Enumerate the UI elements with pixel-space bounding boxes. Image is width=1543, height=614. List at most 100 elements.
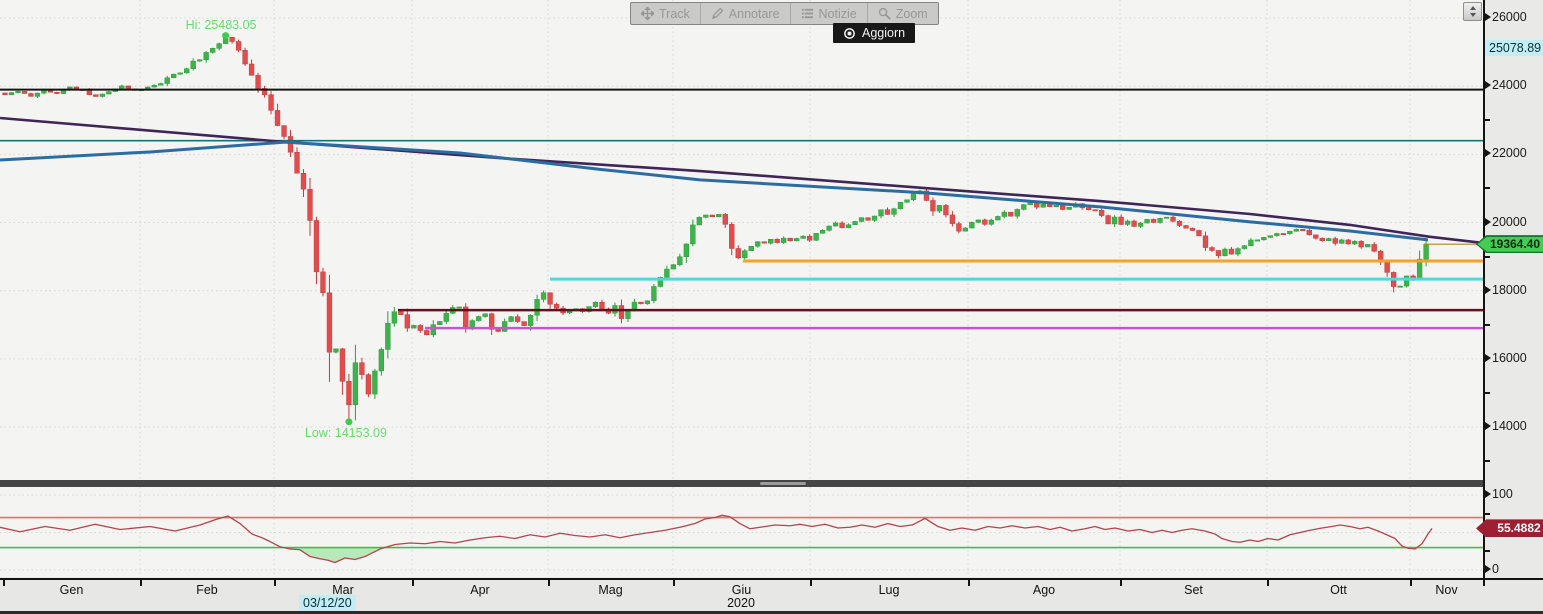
refresh-button[interactable]: Aggiorn (833, 23, 916, 43)
candle-body (936, 205, 943, 212)
month-tick (968, 580, 970, 586)
window-bottom-edge (0, 611, 1543, 614)
axis-tick-label: 24000 (1485, 78, 1527, 92)
time-axis[interactable]: Gen Feb Mar Apr Mag Giu Lug Ago Set Ott Nov (0, 578, 1543, 614)
candle-body (819, 230, 826, 234)
candle-body (1352, 241, 1358, 245)
candle-body (755, 241, 761, 247)
refresh-icon (843, 27, 856, 40)
panel-divider (0, 480, 1483, 487)
candle-body (430, 324, 436, 336)
track-button[interactable]: Track (631, 3, 701, 24)
candle-body (1189, 227, 1196, 231)
month-label: Feb (196, 583, 218, 597)
candle-body (871, 215, 878, 221)
price-axis[interactable]: 26000 24000 22000 20000 18000 16000 14000 100 0 (1483, 0, 1543, 578)
candle-body (456, 306, 462, 309)
candle-body (1274, 233, 1280, 236)
candle-body (1358, 241, 1364, 248)
candle-body (781, 237, 787, 243)
month-tick (1120, 580, 1122, 586)
candle-body (1365, 244, 1371, 248)
hi-annotation: Hi: 25483.05 (185, 17, 257, 32)
month-label: Set (1184, 583, 1203, 597)
month-label: Apr (470, 583, 490, 597)
candle-body (184, 68, 190, 74)
candle-body (553, 303, 560, 309)
axis-tick-label: 16000 (1485, 351, 1527, 365)
candle-body (106, 91, 112, 95)
month-tick (1267, 580, 1269, 586)
divider-drag-handle[interactable] (760, 482, 806, 485)
candle-body (1163, 216, 1170, 219)
candle-body (476, 316, 482, 321)
minor-tick (1485, 550, 1490, 553)
candle-body (774, 239, 780, 243)
candle-body (1105, 215, 1111, 225)
candle-body (1235, 248, 1241, 255)
candle-body (372, 370, 378, 395)
candle-body (1306, 229, 1312, 236)
candle-body (527, 315, 534, 326)
candle-body (599, 301, 605, 310)
candle-body (1196, 230, 1202, 237)
candle-body (806, 235, 813, 241)
candle-body (826, 225, 832, 231)
candle-body (1157, 218, 1163, 223)
candle-body (229, 36, 235, 42)
candle-body (151, 84, 157, 88)
rsi-value-tag: 55.4882 (1476, 519, 1543, 538)
candle-body (60, 89, 67, 94)
candle-body (1111, 216, 1118, 225)
candle-body (443, 313, 449, 322)
candle-body (670, 264, 677, 270)
candle-body (378, 349, 385, 372)
candle-body (1118, 216, 1124, 225)
candle-body (1021, 204, 1027, 210)
candle-body (768, 239, 774, 244)
low-marker (345, 418, 353, 426)
candle-body (398, 311, 404, 315)
candle-body (197, 59, 203, 62)
price-panel[interactable] (0, 0, 1483, 480)
candle-body (521, 321, 527, 326)
candle-body (1345, 239, 1351, 245)
candle-body (1183, 225, 1189, 229)
candle-body (787, 237, 793, 242)
annotate-button[interactable]: Annotare (701, 3, 791, 24)
minor-tick (1485, 323, 1490, 326)
candle-body (709, 214, 715, 218)
tick-arrow-icon (1485, 217, 1491, 226)
axis-tick-label: 20000 (1485, 215, 1527, 229)
candle-body (469, 320, 475, 328)
candle-body (794, 238, 800, 242)
candle-body (248, 63, 255, 76)
candle-body (930, 200, 936, 212)
candle-body (417, 325, 423, 331)
candle-body (1241, 245, 1248, 249)
candle-body (1014, 209, 1020, 217)
candle-body (268, 94, 274, 111)
scroll-spinner[interactable] (1463, 2, 1482, 21)
candle-body (2, 92, 8, 96)
rsi-panel[interactable] (0, 487, 1483, 577)
zoom-icon (878, 7, 891, 20)
candle-body (1319, 238, 1325, 241)
candle-body (547, 292, 553, 305)
minor-tick (1485, 255, 1490, 258)
candle-body (1150, 219, 1157, 223)
candle-body (703, 214, 709, 218)
candle-body (365, 374, 372, 395)
candle-body (346, 381, 352, 406)
candle-body (962, 227, 969, 232)
candle-body (683, 243, 689, 258)
news-icon (801, 7, 814, 20)
axis-tick-label: 14000 (1485, 419, 1527, 433)
candle-body (1137, 222, 1144, 227)
month-tick (274, 580, 276, 586)
month-tick (412, 580, 414, 586)
minor-tick (1485, 460, 1490, 463)
news-button[interactable]: Notizie (791, 3, 868, 24)
zoom-button[interactable]: Zoom (868, 3, 938, 24)
